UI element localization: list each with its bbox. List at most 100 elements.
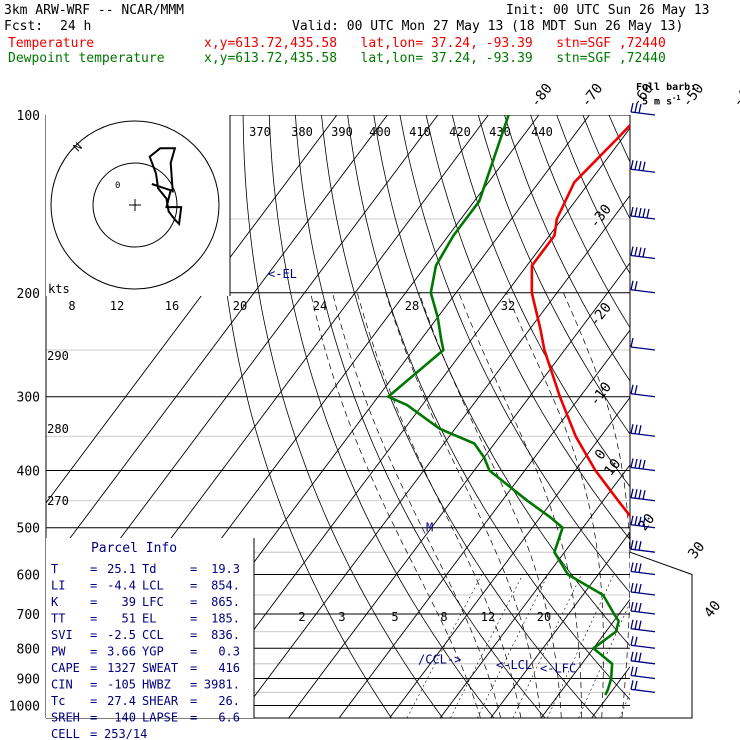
wind-barb-flag: [634, 207, 638, 217]
wind-barb-450: [630, 488, 656, 502]
wind-barb-staff: [630, 674, 656, 680]
parcel-eq: =: [90, 562, 97, 576]
parcel-eq: =: [190, 579, 197, 593]
dry-adiabat-250: [216, 115, 392, 718]
wind-barb-staff: [630, 548, 656, 553]
wind-barb-staff: [630, 660, 656, 665]
level-markers: <-EL M/CCL-> <-LCL <-LFC: [268, 267, 576, 676]
wind-barb-flag: [642, 490, 646, 500]
dry-adiabat-430: [687, 115, 740, 718]
isotherm--40: [288, 262, 630, 718]
wind-barb-flag: [630, 384, 634, 394]
wind-barb-flag: [638, 459, 642, 469]
valid-time: Valid: 00 UTC Mon 27 May 13 (18 MDT Sun …: [292, 19, 684, 34]
parcel-eq: =: [190, 612, 197, 626]
parcel-eq: =: [190, 595, 197, 609]
init-time: Init: 00 UTC Sun 26 May 13: [506, 3, 710, 18]
parcel-value-li: -4.4: [107, 579, 136, 593]
model-title: 3km ARW-WRF -- NCAR/MMM: [4, 3, 185, 18]
parcel-background: [46, 538, 254, 718]
parcel-eq: =: [190, 694, 197, 708]
dry-adiabat-330: [425, 115, 630, 541]
hodograph-trace: [148, 147, 183, 227]
pressure-label-400: 400: [17, 465, 40, 480]
parcel-eq: =: [190, 628, 197, 642]
wind-barb-flag: [634, 281, 638, 291]
wind-barb-flag: [638, 207, 642, 218]
parcel-label-lfc: LFC: [142, 595, 164, 609]
isotherm-label--10: -10: [587, 379, 615, 409]
parcel-value-hwbz: 3981.: [204, 678, 240, 692]
wind-barb-650: [630, 582, 656, 596]
wind-barb-850: [630, 651, 656, 665]
parcel-value-ccl: 836.: [211, 628, 240, 642]
wind-barb-800: [630, 636, 656, 649]
wind-barb-150: [630, 206, 656, 220]
isotherm-40: [693, 115, 740, 718]
theta-label-370: 370: [249, 125, 271, 139]
parcel-eq: =: [190, 711, 197, 725]
isotherm--10: [439, 464, 630, 718]
parcel-label-lapse: LAPSE: [142, 711, 178, 725]
parcel-eq: =: [90, 628, 97, 642]
parcel-eq: =: [190, 661, 197, 675]
parcel-label-shear: SHEAR: [142, 694, 179, 708]
parcel-label-lcl: LCL: [142, 579, 164, 593]
full-barb-unit: 5 m s-1: [642, 94, 681, 108]
parcel-label-svi: SVI: [51, 628, 73, 642]
wind-barb-flag: [646, 208, 650, 219]
dry-adiabat-300: [347, 115, 630, 701]
isotherm-label--30: -30: [587, 202, 615, 232]
dry-adiabat-320: [399, 115, 630, 594]
dry-adiabat-290: [321, 115, 597, 718]
wind-barb-staff: [630, 570, 656, 576]
dry-adiabat-410: [635, 115, 740, 718]
parcel-label-k: K: [51, 595, 59, 609]
mixing-ratio-28: [648, 575, 708, 719]
parcel-eq: =: [90, 711, 97, 725]
parcel-value-sreh: 140: [114, 711, 136, 725]
dry-adiabat-360: [504, 115, 630, 382]
parcel-eq: =: [90, 661, 97, 675]
moist-adiabat-6: [506, 292, 604, 718]
wind-barb-flag: [634, 583, 638, 593]
parcel-value-cell: 253/14: [104, 727, 147, 740]
moist-adiabat-9: [662, 293, 701, 718]
theta-label-430: 430: [489, 125, 511, 139]
wind-barb-flag: [630, 540, 634, 550]
wind-barb-flag: [638, 161, 642, 171]
parcel-eq: =: [90, 645, 97, 659]
parcel-eq: =: [190, 562, 197, 576]
hodograph-ring-label-16: 16: [165, 299, 179, 313]
wind-barb-400: [630, 458, 656, 472]
full-barb-label: Full barb:: [636, 82, 697, 93]
forecast-label: Fcst:: [4, 19, 44, 34]
parcel-label-cape: CAPE: [51, 661, 80, 675]
dry-adiabat-340: [451, 115, 630, 488]
dry-adiabat-380: [556, 115, 630, 275]
parcel-value-tt: 51: [122, 612, 136, 626]
parcel-label-tt: TT: [51, 612, 65, 626]
parcel-value-cin: -105: [107, 678, 136, 692]
wind-barb-flag: [638, 425, 642, 435]
mixing-ratio-2: [450, 574, 523, 718]
wind-barb-flag: [638, 489, 642, 499]
wind-barb-flag: [630, 337, 634, 348]
moist-adiabat-7: [563, 292, 630, 718]
hodograph-ring-20: [92, 162, 178, 248]
hodograph-ring-label-32: 32: [501, 299, 515, 313]
parcel-label-ygp: YGP: [142, 645, 164, 659]
wind-barb-flag: [630, 582, 634, 593]
wind-barb-flag: [634, 666, 638, 677]
isotherm-label--50: -50: [679, 81, 707, 111]
theta-label-440: 440: [531, 125, 553, 139]
isotherm--30: [338, 329, 630, 718]
wind-barb-staff: [630, 591, 656, 596]
parcel-value-shear: 26.: [218, 694, 240, 708]
theta-label-410: 410: [409, 125, 431, 139]
isotherm-label--80: -80: [528, 81, 556, 111]
wind-barb-flag: [642, 161, 646, 171]
wind-barb-flag: [630, 246, 634, 256]
parcel-label-tc: Tc: [51, 694, 65, 708]
parcel-value-el: 185.: [211, 612, 240, 626]
